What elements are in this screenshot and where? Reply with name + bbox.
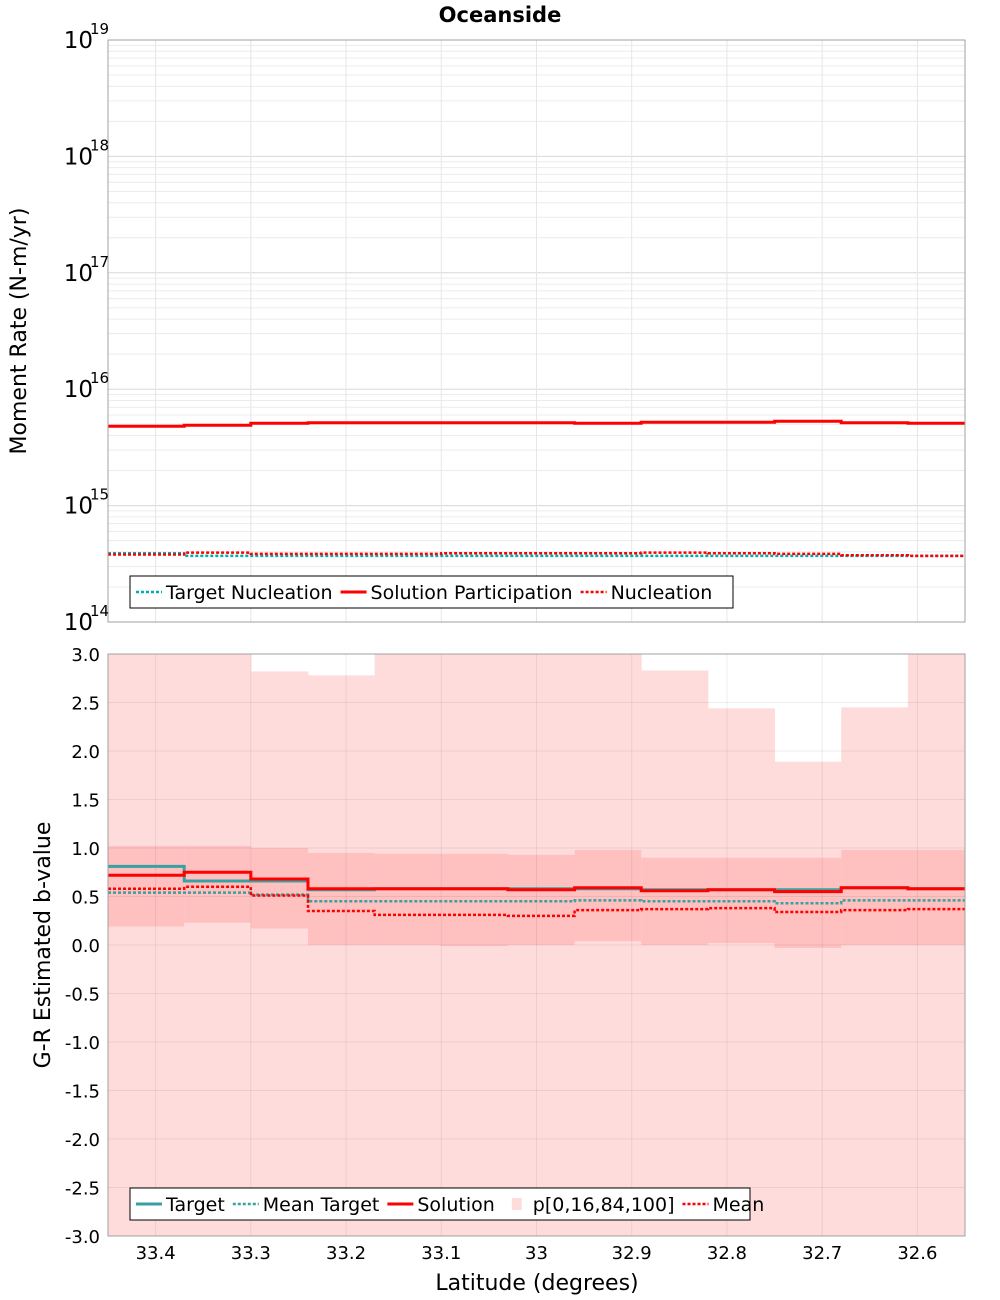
b-value-x-ticks: 33.4 33.3 33.2 33.1 33 32.9 32.8 32.7 32.6 [136,1243,938,1264]
x-tick-label: 33.1 [421,1243,461,1264]
moment-rate-y-tick-base: 10 [64,28,93,54]
b-value-y-tick-label: 2.0 [71,742,100,763]
x-tick-label: 32.6 [897,1243,937,1264]
moment-rate-legend: Target Nucleation Solution Participation N… [129,575,734,609]
b-value-inner-band [907,849,966,945]
legend-label: Target Nucleation [165,582,333,604]
b-value-inner-band [108,846,185,927]
x-tick-label: 32.7 [802,1243,842,1264]
b-value-y-tick-label: -1.5 [65,1082,100,1103]
b-value-y-tick-label: -2.0 [65,1130,100,1151]
b-value-outer-band [108,654,185,1236]
b-value-outer-band [250,671,309,1236]
b-value-inner-band [250,848,309,929]
chart-title: Oceanside [439,3,562,27]
b-value-percentile-bands [108,654,966,1236]
moment-rate-y-tick-exponent: 15 [90,486,109,504]
b-value-y-tick-label: 0.0 [71,936,100,957]
legend-label: Mean Target [263,1194,380,1216]
moment-rate-series-target-nucleation [108,551,965,558]
b-value-outer-band [574,654,642,1236]
moment-rate-y-tick-base: 10 [64,377,93,403]
b-value-inner-band [374,853,442,945]
moment-rate-y-tick-exponent: 16 [90,369,109,387]
moment-rate-y-tick-base: 10 [64,610,93,636]
b-value-y-tick-label: -1.0 [65,1033,100,1054]
b-value-outer-band [707,708,776,1236]
b-value-y-tick-label: 0.5 [71,888,100,909]
legend-label: Mean [713,1194,765,1216]
b-value-y-tick-label: 3.0 [71,645,100,666]
b-value-outer-band [307,675,376,1236]
b-value-outer-band [774,761,842,1236]
b-value-y-tick-label: -3.0 [65,1227,100,1248]
x-tick-label: 32.8 [707,1243,747,1264]
x-tick-label: 33.4 [136,1243,176,1264]
x-tick-label: 32.9 [612,1243,652,1264]
b-value-inner-band [841,849,909,945]
b-value-outer-band [841,707,909,1236]
b-value-y-tick-label: 1.0 [71,839,100,860]
b-value-y-label: G-R Estimated b-value [31,822,56,1069]
x-axis-label: Latitude (degrees) [435,1271,638,1296]
moment-rate-y-tick-exponent: 19 [90,20,109,38]
legend-label: Solution Participation [371,582,573,604]
moment-rate-y-tick-exponent: 14 [90,602,109,620]
x-tick-label: 33.2 [326,1243,366,1264]
moment-rate-series [108,419,965,558]
moment-rate-y-label: Moment Rate (N-m/yr) [7,208,32,455]
b-value-inner-band [574,849,642,942]
x-tick-label: 33.3 [231,1243,271,1264]
b-value-y-tick-label: 2.5 [71,694,100,715]
b-value-y-tick-label: -0.5 [65,985,100,1006]
b-value-inner-band [184,846,252,923]
b-value-y-tick-label: 1.5 [71,791,100,812]
b-value-outer-band [641,670,709,1236]
moment-rate-y-tick-exponent: 18 [90,136,109,154]
b-value-series-solution [108,870,965,894]
b-value-series-mean-target [108,891,965,905]
moment-rate-grid [108,40,965,622]
moment-rate-y-tick-exponent: 17 [90,253,109,271]
moment-rate-series-solution-participation [108,419,965,428]
legend-label: Solution [417,1194,494,1216]
legend-label: Target [165,1194,225,1216]
b-value-y-tick-label: -2.5 [65,1179,100,1200]
legend-box [129,575,734,609]
legend-label: p[0,16,84,100] [533,1194,675,1216]
b-value-inner-band [307,852,376,945]
moment-rate-plot-frame [107,39,966,623]
legend-label: Nucleation [611,582,713,604]
b-value-inner-band [441,853,509,946]
moment-rate-y-tick-base: 10 [64,261,93,287]
moment-rate-series-nucleation [108,551,965,558]
b-value-series [108,864,965,918]
b-value-inner-band [507,854,576,945]
b-value-y-ticks: -3.0 -2.5 -2.0 -1.5 -1.0 -0.5 0.0 0.5 1.0 1.5 2.0 2… [65,645,100,1248]
b-value-series-mean [108,885,965,918]
b-value-outer-band [184,654,252,1236]
b-value-plot-frame [107,653,966,1237]
x-tick-label: 33 [525,1243,548,1264]
moment-rate-y-tick-base: 10 [64,494,93,520]
moment-rate-y-tick-base: 10 [64,144,93,170]
b-value-panel: -3.0 -2.5 -2.0 -1.5 -1.0 -0.5 0.0 0.5 1.0 1.5 2.0 2… [31,645,966,1264]
legend-swatch [511,1198,522,1210]
b-value-legend: Target Mean Target Solution p[0,16,84,100] M… [129,1187,765,1221]
